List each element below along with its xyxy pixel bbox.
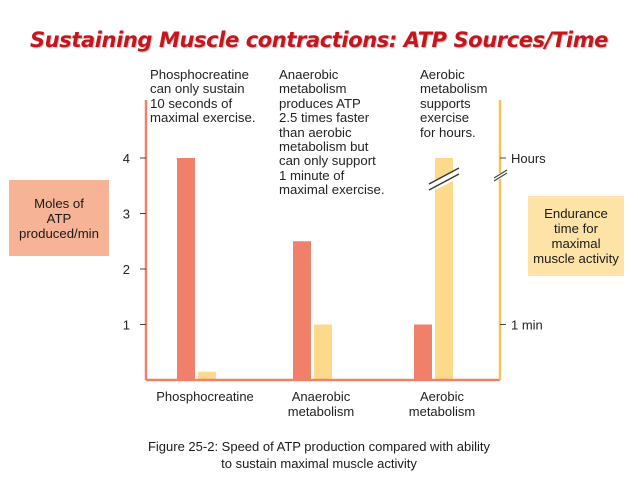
right-tick-label: 1 min (511, 318, 543, 333)
right-axis-break-mark (493, 169, 508, 179)
figure-caption: Figure 25-2: Speed of ATP production com… (147, 439, 491, 471)
atp-rate-bar (177, 158, 195, 380)
annotation-aerobic: Aerobic metabolism supports exercise for… (420, 67, 488, 140)
left-tick-label: 4 (123, 151, 130, 166)
left-tick-label: 1 (123, 318, 130, 333)
slide-title: Sustaining Muscle contractions: ATP Sour… (29, 28, 609, 52)
endurance-bar (198, 371, 216, 380)
endurance-bar (435, 158, 453, 380)
right-axis-label: Endurance time for maximal muscle activi… (528, 196, 624, 276)
annotation-anaerobic: Anaerobic metabolism produces ATP 2.5 ti… (279, 67, 385, 198)
endurance-bar (314, 324, 332, 380)
aerobic-bar-break-mark (428, 173, 460, 191)
annotation-phosphocreatine: Phosphocreatine can only sustain 10 seco… (150, 67, 256, 126)
right-axis-break-gap (494, 173, 506, 179)
aerobic-bar-break-mark (428, 167, 460, 185)
left-tick-label: 2 (123, 262, 130, 277)
left-axis-label: Moles of ATP produced/min (9, 180, 109, 256)
right-tick-label: Hours (511, 151, 546, 166)
left-tick-label: 3 (123, 207, 130, 222)
right-axis-break-mark (493, 172, 508, 182)
category-label: Phosphocreatine (156, 389, 254, 404)
atp-rate-bar (293, 241, 311, 380)
category-label: Anaerobic metabolism (288, 389, 354, 419)
atp-rate-bar (414, 324, 432, 380)
category-label: Aerobic metabolism (409, 389, 475, 419)
